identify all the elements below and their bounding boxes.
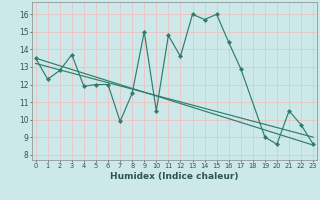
X-axis label: Humidex (Indice chaleur): Humidex (Indice chaleur) <box>110 172 239 181</box>
